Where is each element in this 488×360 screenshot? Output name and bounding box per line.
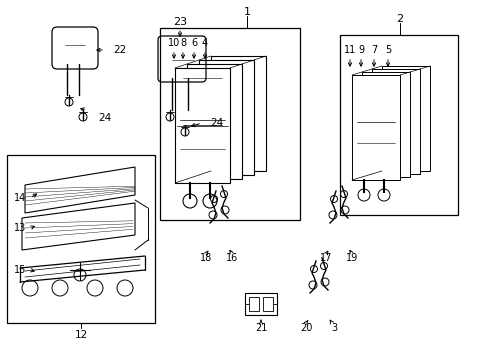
Bar bbox=[7, 155, 155, 323]
Text: 4: 4 bbox=[202, 38, 207, 48]
Text: 9: 9 bbox=[357, 45, 364, 55]
Text: 16: 16 bbox=[225, 253, 238, 263]
Bar bbox=[263, 297, 272, 311]
Bar bbox=[186, 64, 242, 179]
Text: 12: 12 bbox=[74, 330, 87, 340]
Bar bbox=[339, 35, 457, 215]
Text: 3: 3 bbox=[330, 323, 336, 333]
Text: 2: 2 bbox=[396, 14, 403, 24]
Text: 14: 14 bbox=[14, 193, 26, 203]
Bar bbox=[248, 297, 259, 311]
Text: 1: 1 bbox=[243, 7, 250, 17]
Text: 13: 13 bbox=[14, 223, 26, 233]
Bar bbox=[361, 72, 409, 177]
Text: 19: 19 bbox=[345, 253, 357, 263]
Text: 23: 23 bbox=[173, 17, 187, 27]
Text: 24: 24 bbox=[209, 118, 223, 128]
Text: 7: 7 bbox=[370, 45, 376, 55]
Text: 22: 22 bbox=[113, 45, 126, 55]
Text: 20: 20 bbox=[299, 323, 311, 333]
Text: 6: 6 bbox=[190, 38, 197, 48]
Text: 17: 17 bbox=[319, 253, 331, 263]
Bar bbox=[244, 293, 276, 315]
Text: 18: 18 bbox=[200, 253, 212, 263]
Bar bbox=[351, 75, 399, 180]
Text: 21: 21 bbox=[254, 323, 266, 333]
Text: 8: 8 bbox=[180, 38, 185, 48]
Bar bbox=[371, 69, 419, 174]
Text: 24: 24 bbox=[98, 113, 111, 123]
Polygon shape bbox=[22, 203, 135, 250]
Bar bbox=[210, 56, 265, 171]
Text: 5: 5 bbox=[384, 45, 390, 55]
Bar bbox=[381, 66, 429, 171]
Text: 11: 11 bbox=[343, 45, 355, 55]
Text: 10: 10 bbox=[167, 38, 180, 48]
Bar bbox=[199, 60, 253, 175]
Bar bbox=[160, 28, 299, 220]
Bar bbox=[175, 68, 229, 183]
Text: 15: 15 bbox=[14, 265, 26, 275]
Polygon shape bbox=[25, 167, 135, 213]
